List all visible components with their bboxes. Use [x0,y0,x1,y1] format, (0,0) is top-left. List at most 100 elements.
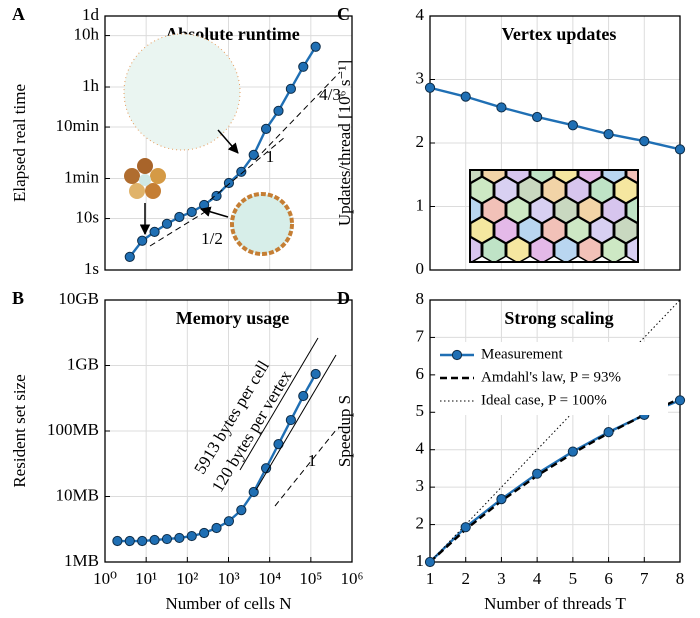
y-tick-label: 10min [56,116,100,135]
legend-marker [452,350,461,359]
x-tick-label: 10⁰ [93,569,117,588]
annotation: 1 [266,147,275,166]
annotation: 1/2 [201,229,223,248]
cell-inset [124,158,166,199]
data-point [187,207,196,216]
y-tick-label: 1s [84,259,99,278]
data-point [425,557,434,566]
x-axis-label: Number of threads T [484,594,626,613]
y-tick-label: 10h [74,24,100,43]
y-tick-label: 4 [416,439,425,458]
x-tick-label: 10⁶ [341,569,364,588]
data-point [162,219,171,228]
data-point [461,92,470,101]
x-tick-label: 8 [676,569,685,588]
data-point [138,236,147,245]
data-point [212,191,221,200]
panel-label: C [337,4,350,24]
x-tick-label: 10¹ [135,569,157,588]
y-axis-label: Resident set size [10,374,29,487]
y-tick-label: 3 [416,68,425,87]
inset-cell [555,237,578,263]
x-tick-label: 1 [426,569,435,588]
data-point [125,536,134,545]
data-point [113,536,122,545]
data-point [497,495,506,504]
y-tick-label: 10s [75,207,99,226]
guide-line [240,338,318,470]
y-tick-label: 4 [416,5,425,24]
x-axis-label: Number of cells N [165,594,291,613]
data-point [138,536,147,545]
chart-title: Strong scaling [504,308,613,328]
y-axis-label: Updates/thread [10⁶ s⁻¹] [335,60,354,226]
y-axis-label: Elapsed real time [10,84,29,202]
data-point [200,528,209,537]
x-tick-label: 3 [497,569,506,588]
inset-cell [603,237,626,263]
data-point [311,42,320,51]
legend-label: Ideal case, P = 100% [481,392,607,408]
data-point [187,531,196,540]
y-tick-label: 3 [416,476,425,495]
x-tick-label: 6 [604,569,613,588]
data-point [286,415,295,424]
page: 1s10s1min10min1h10h1dAAbsolute runtimeEl… [0,0,700,618]
data-point [675,145,684,154]
data-point [237,505,246,514]
y-tick-label: 1MB [64,551,99,570]
y-tick-label: 6 [416,364,425,383]
data-point [311,369,320,378]
y-tick-label: 1d [82,5,100,24]
data-point [125,252,134,261]
data-point [162,534,171,543]
y-tick-label: 1 [416,195,425,214]
data-point [200,200,209,209]
hex-inset [459,157,662,263]
data-point [212,523,221,532]
cell-inset [232,194,292,254]
y-tick-label: 1 [416,551,425,570]
annotation: 1 [308,451,317,470]
panel-label: D [337,288,350,308]
y-tick-label: 8 [416,289,425,308]
inset-cell [507,237,530,263]
guide-line [275,430,336,506]
x-tick-label: 4 [533,569,542,588]
x-tick-label: 5 [569,569,578,588]
inset-cell [639,217,662,243]
data-point [604,428,613,437]
data-point [461,523,470,532]
data-point [425,83,434,92]
y-tick-label: 1min [64,167,99,186]
y-tick-label: 1GB [67,354,99,373]
panel-label: A [12,4,25,24]
y-tick-label: 10GB [58,289,99,308]
y-tick-label: 100MB [47,420,99,439]
y-tick-label: 5 [416,401,425,420]
x-tick-label: 10² [176,569,198,588]
y-axis-label: Speedup S [335,395,354,467]
panel-label: B [12,288,24,308]
x-tick-label: 10⁴ [258,569,281,588]
data-point [533,469,542,478]
x-tick-label: 10³ [217,569,239,588]
data-point [299,62,308,71]
inset-cell [483,237,506,263]
data-point [237,167,246,176]
data-point [604,130,613,139]
legend-label: Measurement [481,346,563,362]
data-point [175,212,184,221]
series-line [430,398,680,562]
data-point [640,136,649,145]
inset-cell [639,177,662,203]
y-tick-label: 10MB [56,485,99,504]
series-line [430,400,680,562]
data-point [568,447,577,456]
data-point [150,227,159,236]
y-tick-label: 0 [416,259,425,278]
data-point [274,106,283,115]
data-point [262,124,271,133]
data-point [286,84,295,93]
figure: 1s10s1min10min1h10h1dAAbsolute runtimeEl… [0,0,700,618]
